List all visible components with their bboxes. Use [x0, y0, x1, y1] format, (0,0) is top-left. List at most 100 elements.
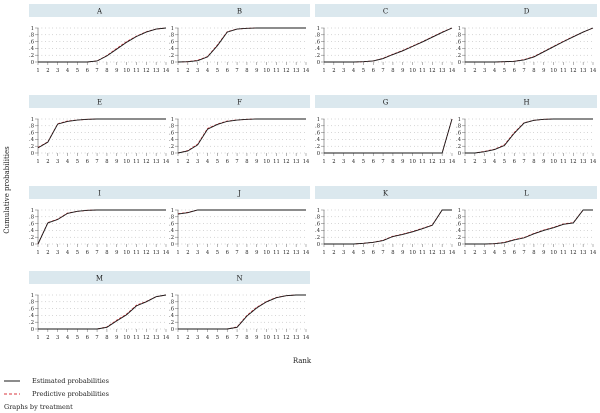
- x-tick-label: 7: [95, 250, 98, 256]
- x-tick-label: 2: [186, 159, 189, 165]
- y-tick-label: .4: [456, 46, 462, 52]
- x-tick-label: 13: [439, 159, 446, 165]
- x-tick-label: 1: [176, 335, 179, 341]
- x-tick-label: 4: [206, 335, 210, 341]
- y-tick-label: .8: [315, 124, 320, 130]
- panel-title: F: [237, 99, 242, 107]
- x-tick-label: 14: [303, 159, 310, 165]
- y-tick-label: .6: [29, 221, 34, 227]
- x-tick-label: 10: [550, 68, 557, 74]
- x-tick-label: 8: [245, 250, 248, 256]
- series-line-predictive: [38, 27, 167, 63]
- x-tick-label: 2: [46, 250, 49, 256]
- x-tick-label: 9: [542, 159, 545, 165]
- x-tick-label: 2: [473, 68, 476, 74]
- y-tick-label: .2: [29, 320, 34, 326]
- x-tick-label: 1: [322, 68, 325, 74]
- x-tick-label: 4: [206, 68, 210, 74]
- x-tick-label: 9: [115, 68, 118, 74]
- y-tick-label: 0: [171, 60, 174, 66]
- x-tick-label: 9: [401, 159, 404, 165]
- x-tick-label: 4: [66, 159, 70, 165]
- y-tick-label: .8: [169, 300, 174, 306]
- x-tick-label: 1: [36, 335, 39, 341]
- x-tick-label: 12: [429, 250, 436, 256]
- y-tick-label: .8: [29, 300, 34, 306]
- y-tick-label: .8: [169, 33, 174, 39]
- y-tick-label: 1: [31, 208, 34, 214]
- y-tick-label: 0: [31, 327, 34, 333]
- series-line-estimated: [38, 27, 167, 63]
- y-tick-label: 1: [171, 208, 174, 214]
- panel-header-bg: [315, 95, 456, 108]
- series-line-predictive: [177, 118, 306, 154]
- x-tick-label: 11: [273, 335, 280, 341]
- y-tick-label: 1: [458, 117, 461, 123]
- x-tick-label: 5: [76, 68, 79, 74]
- series-line-estimated: [177, 118, 306, 154]
- x-tick-label: 3: [56, 159, 59, 165]
- x-tick-label: 2: [46, 68, 49, 74]
- x-tick-label: 12: [429, 68, 436, 74]
- x-tick-label: 8: [391, 159, 394, 165]
- legend: Estimated probabilities Predictive proba…: [4, 377, 109, 398]
- y-tick-label: .2: [169, 235, 174, 241]
- y-tick-label: .4: [315, 137, 321, 143]
- x-tick-label: 1: [463, 68, 466, 74]
- x-tick-label: 10: [263, 250, 270, 256]
- panel-n: N0.2.4.6.811 2 3 4 5 6 7 8 9 10 11 12 13 14: [169, 271, 310, 341]
- x-tick-label: 3: [196, 159, 199, 165]
- y-tick-label: .6: [315, 39, 320, 45]
- x-tick-label: 8: [105, 250, 108, 256]
- x-tick-label: 1: [36, 159, 39, 165]
- x-tick-label: 6: [226, 250, 229, 256]
- x-tick-label: 14: [163, 68, 170, 74]
- global-x-axis-label: Rank: [293, 357, 312, 365]
- y-tick-label: .2: [169, 53, 174, 59]
- y-tick-label: .8: [456, 124, 461, 130]
- series-line-predictive: [178, 294, 306, 330]
- panel-f: F0.2.4.6.811 2 3 4 5 6 7 8 9 10 11 12 13 14: [169, 95, 310, 165]
- x-tick-label: 3: [342, 68, 345, 74]
- panel-title: B: [237, 8, 242, 16]
- panel-title: N: [236, 275, 242, 283]
- x-tick-label: 8: [245, 335, 248, 341]
- panel-header-bg: [29, 4, 170, 17]
- x-tick-label: 13: [293, 335, 300, 341]
- y-tick-label: .2: [315, 235, 320, 241]
- x-tick-label: 13: [439, 250, 446, 256]
- x-tick-label: 9: [115, 159, 118, 165]
- x-tick-label: 11: [133, 250, 140, 256]
- x-tick-label: 6: [372, 159, 375, 165]
- legend-label-estimated: Estimated probabilities: [32, 377, 109, 385]
- x-tick-label: 12: [570, 68, 577, 74]
- y-tick-label: .6: [169, 306, 174, 312]
- x-tick-label: 5: [362, 68, 365, 74]
- y-tick-label: 1: [317, 117, 320, 123]
- panel-title: C: [383, 8, 388, 16]
- y-tick-label: 0: [31, 151, 34, 157]
- y-tick-label: 0: [317, 151, 320, 157]
- x-tick-label: 4: [493, 159, 497, 165]
- x-tick-label: 5: [503, 159, 506, 165]
- series-line-predictive: [465, 27, 594, 63]
- x-tick-label: 11: [560, 250, 567, 256]
- x-tick-label: 11: [419, 68, 426, 74]
- y-tick-label: .6: [456, 221, 461, 227]
- x-tick-label: 8: [105, 68, 108, 74]
- y-tick-label: .4: [456, 137, 462, 143]
- x-tick-label: 12: [570, 250, 577, 256]
- x-tick-label: 9: [542, 68, 545, 74]
- y-tick-label: .4: [169, 313, 175, 319]
- x-tick-label: 5: [503, 68, 506, 74]
- x-tick-label: 9: [401, 68, 404, 74]
- y-tick-label: .8: [169, 215, 174, 221]
- y-tick-label: .8: [29, 215, 34, 221]
- x-tick-label: 14: [590, 159, 597, 165]
- panel-i: I0.2.4.6.811 2 3 4 5 6 7 8 9 10 11 12 13 14: [29, 186, 170, 256]
- series-line-predictive: [38, 294, 167, 330]
- x-tick-label: 5: [362, 159, 365, 165]
- x-tick-label: 7: [235, 159, 238, 165]
- x-tick-label: 9: [255, 250, 258, 256]
- series-line-estimated: [465, 118, 593, 154]
